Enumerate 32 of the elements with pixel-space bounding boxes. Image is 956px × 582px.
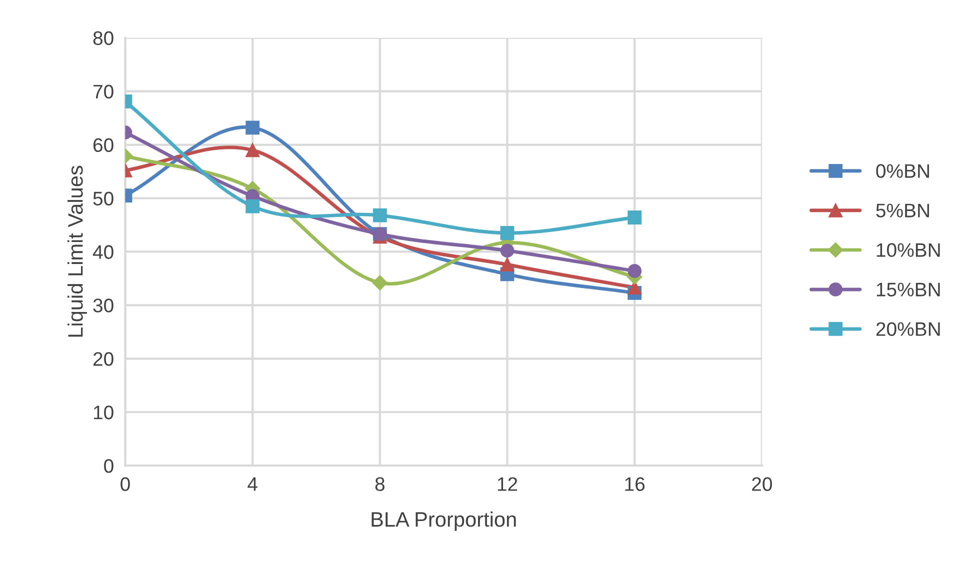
legend-label: 0%BN [876, 164, 929, 178]
x-axis-title: BLA Prorportion [372, 512, 516, 531]
y-tick-label: 20 [93, 352, 114, 366]
legend-label: 15%BN [876, 282, 940, 296]
point [500, 244, 514, 258]
point [246, 143, 260, 158]
point [372, 208, 387, 222]
x-tick-label: 20 [752, 477, 772, 491]
y-tick-label: 80 [93, 31, 114, 46]
y-tick-label: 40 [92, 245, 114, 259]
legend-label: 5%BN [876, 204, 929, 218]
legend-label: 20%BN [876, 322, 940, 336]
point [628, 264, 642, 278]
point [246, 120, 260, 135]
point [372, 275, 388, 290]
y-tick-label: 0 [104, 459, 114, 473]
x-tick-label: 8 [375, 477, 384, 491]
y-tick-label: 30 [93, 298, 114, 312]
point [246, 199, 260, 214]
y-tick-label: 10 [94, 406, 114, 420]
y-tick-label: 50 [93, 192, 114, 206]
y-tick-label: 70 [93, 84, 114, 99]
legend-label: 10%BN [876, 243, 940, 257]
point [500, 226, 514, 240]
point [500, 258, 514, 272]
x-tick-label: 16 [625, 477, 645, 491]
x-tick-label: 12 [498, 477, 518, 491]
x-tick-label: 0 [120, 477, 130, 491]
y-tick-label: 60 [93, 138, 114, 152]
y-axis-title: Liquid Limit Values [68, 166, 87, 337]
point [628, 210, 642, 224]
x-tick-label: 4 [248, 477, 258, 491]
